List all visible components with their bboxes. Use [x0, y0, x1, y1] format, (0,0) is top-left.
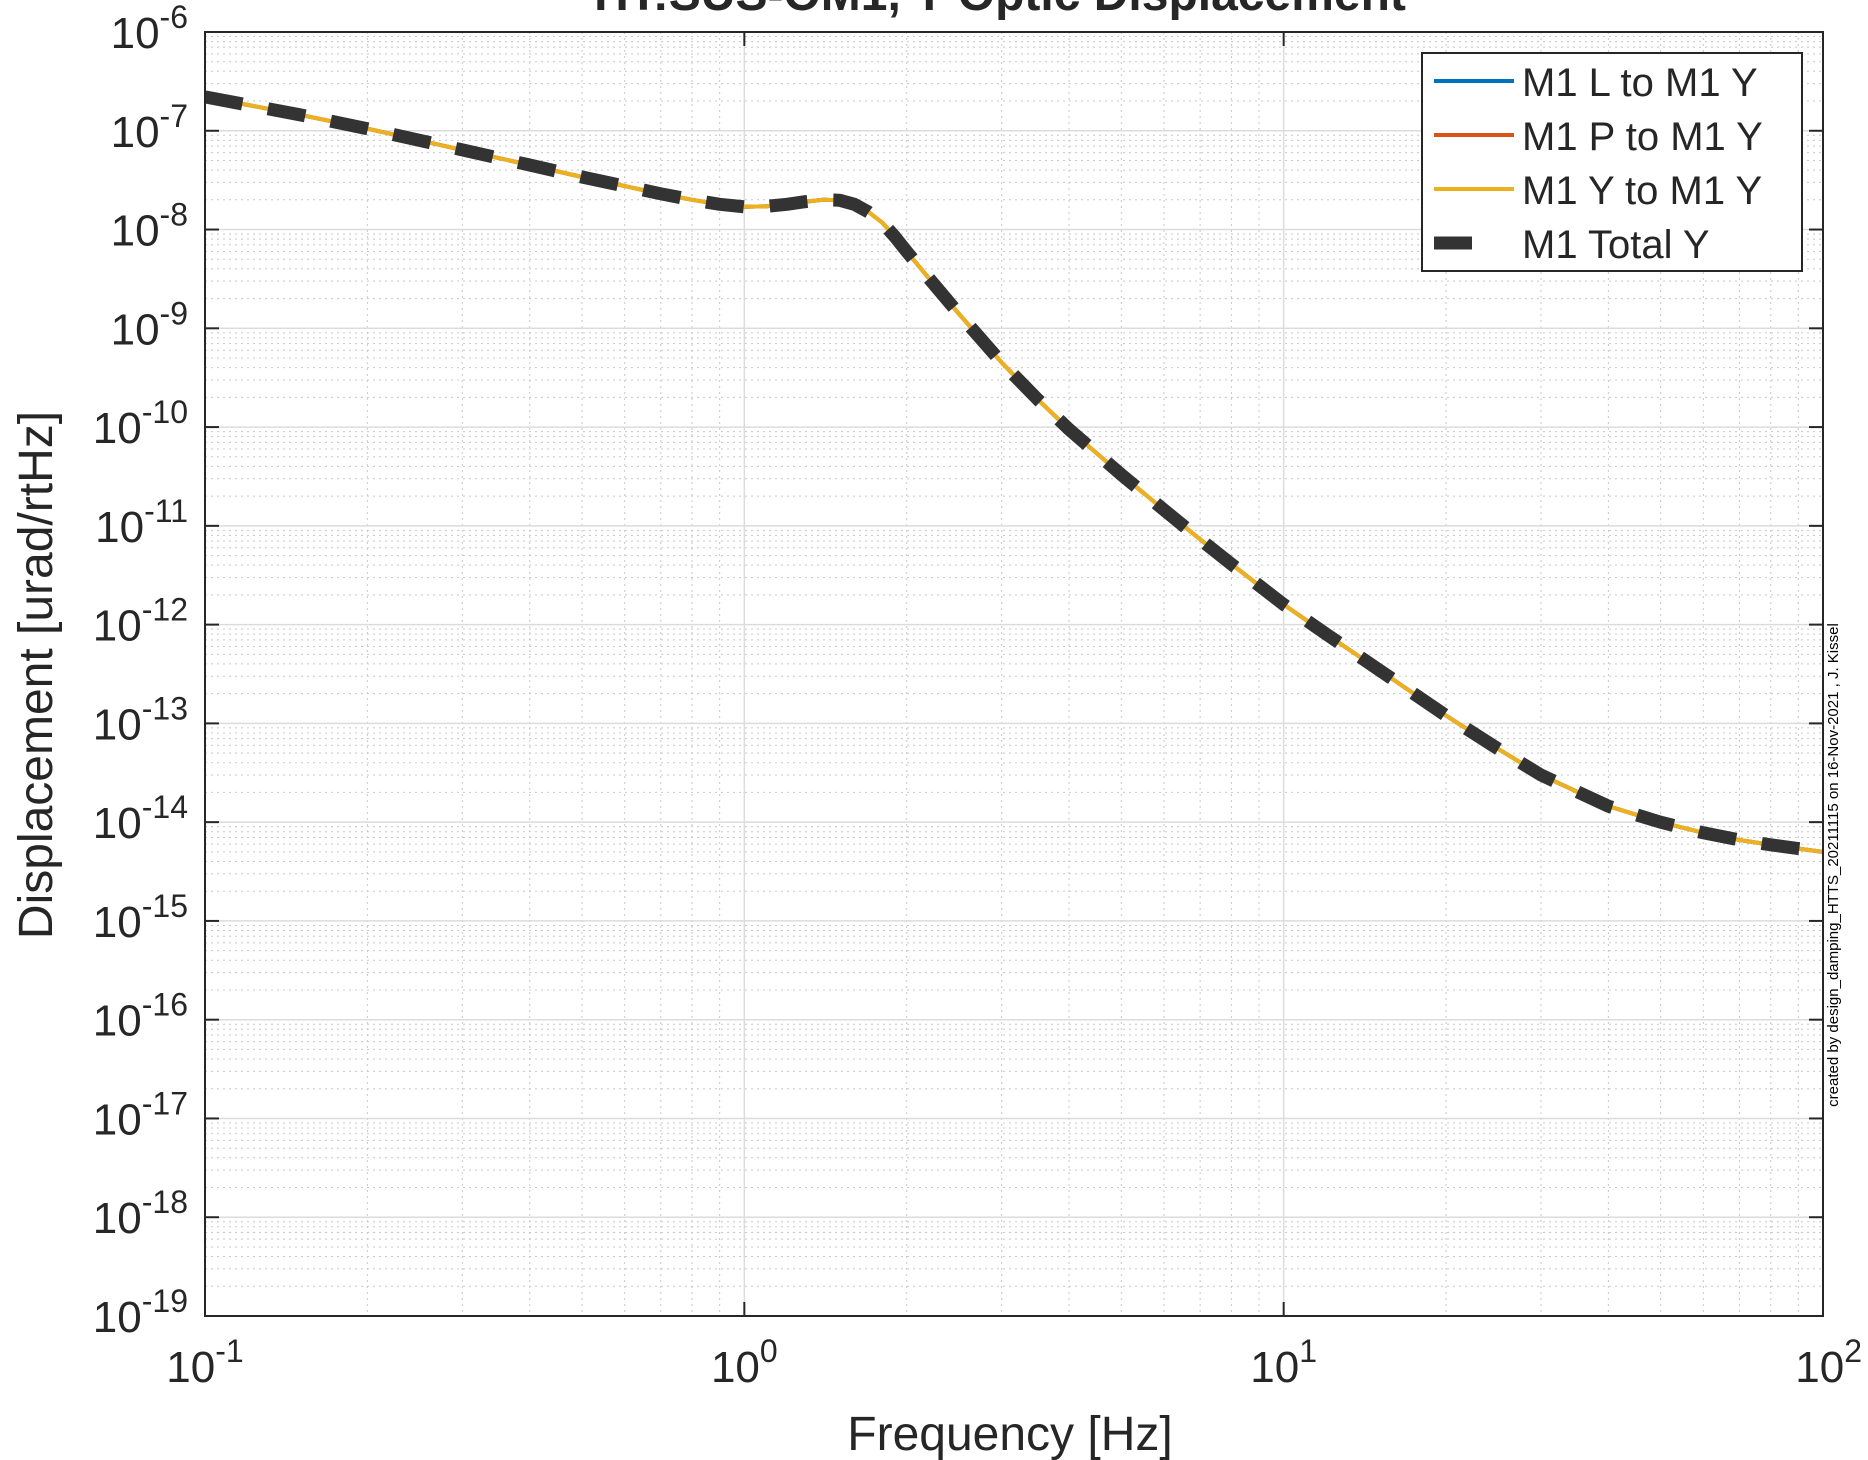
minor-grid [205, 32, 1823, 1316]
tick-label-exponent: -11 [144, 493, 188, 529]
tick-label-exponent: -14 [142, 789, 188, 825]
tick-label-exponent: -17 [142, 1085, 188, 1121]
tick-label-base: 10 [711, 1343, 760, 1392]
y-tick-labels: 10-610-710-810-910-1010-1110-1210-1310-1… [93, 0, 188, 1342]
tick-label-base: 10 [95, 503, 144, 552]
y-tick-label: 10-7 [111, 98, 188, 157]
tick-label-base: 10 [111, 108, 160, 157]
x-tick-label: 102 [1795, 1333, 1862, 1392]
tick-label-exponent: -1 [215, 1333, 243, 1369]
tick-label-base: 10 [111, 207, 160, 256]
tick-label-base: 10 [93, 799, 142, 848]
tick-label-base: 10 [93, 898, 142, 947]
tick-label-exponent: -16 [142, 987, 188, 1023]
tick-label-base: 10 [1250, 1343, 1299, 1392]
tick-label-base: 10 [1795, 1343, 1844, 1392]
tick-label-exponent: -13 [142, 690, 188, 726]
y-tick-label: 10-12 [93, 592, 188, 651]
tick-label-exponent: -18 [142, 1184, 188, 1220]
tick-label-base: 10 [111, 9, 160, 58]
axis-ticks [204, 31, 1824, 1317]
x-axis-label: Frequency [Hz] [847, 1408, 1172, 1460]
tick-label-exponent: -8 [160, 197, 188, 233]
y-tick-label: 10-13 [93, 690, 188, 749]
y-axis-label: Displacement [urad/rtHz] [10, 411, 63, 939]
x-tick-label: 10-1 [166, 1333, 243, 1392]
series-layer [205, 90, 1823, 859]
y-tick-label: 10-14 [93, 789, 188, 848]
legend-entry-label: M1 P to M1 Y [1522, 115, 1763, 159]
tick-label-exponent: -15 [142, 888, 188, 924]
y-tick-label: 10-9 [111, 295, 188, 354]
tick-label-exponent: -12 [142, 592, 188, 628]
legend-entry-label: M1 Total Y [1522, 223, 1710, 267]
legend-entry-label: M1 Y to M1 Y [1522, 169, 1762, 213]
tick-label-base: 10 [93, 1293, 142, 1342]
tick-label-base: 10 [93, 700, 142, 749]
tick-label-exponent: 2 [1844, 1333, 1862, 1369]
x-tick-labels: 10-1 100 101 102 [166, 1333, 1862, 1392]
y-tick-label: 10-10 [93, 394, 188, 453]
y-tick-label: 10-6 [111, 0, 188, 58]
legend: M1 L to M1 Y M1 P to M1 Y M1 Y to M1 Y M1 T… [1421, 52, 1803, 272]
series-line-m1-total-y [205, 90, 1823, 859]
tick-label-base: 10 [166, 1343, 215, 1392]
tick-label-base: 10 [93, 1095, 142, 1144]
tick-label-exponent: -9 [160, 295, 188, 331]
y-tick-label: 10-17 [93, 1085, 188, 1144]
tick-label-exponent: 1 [1299, 1333, 1317, 1369]
watermark-text: created by design_damping_HTTS_20211115 … [1825, 623, 1842, 1107]
tick-label-exponent: -10 [142, 394, 188, 430]
tick-label-base: 10 [93, 602, 142, 651]
y-tick-label: 10-15 [93, 888, 188, 947]
x-tick-label: 100 [711, 1333, 778, 1392]
y-tick-label: 10-8 [111, 197, 188, 256]
legend-entry-label: M1 L to M1 Y [1522, 61, 1758, 105]
tick-label-exponent: -6 [160, 0, 188, 35]
tick-label-base: 10 [93, 997, 142, 1046]
y-tick-label: 10-19 [93, 1283, 188, 1342]
tick-label-base: 10 [93, 1194, 142, 1243]
tick-label-exponent: -19 [142, 1283, 188, 1319]
legend-box [1421, 52, 1803, 272]
x-tick-label: 101 [1250, 1333, 1317, 1392]
y-tick-label: 10-16 [93, 987, 188, 1046]
chart-title: HT:SUS-OM1, Y Optic Displacement [594, 0, 1406, 21]
y-tick-label: 10-11 [95, 493, 188, 552]
tick-label-exponent: -7 [160, 98, 188, 134]
y-tick-label: 10-18 [93, 1184, 188, 1243]
tick-label-exponent: 0 [760, 1333, 778, 1369]
plot-frame [204, 31, 1824, 1317]
tick-label-base: 10 [93, 404, 142, 453]
tick-label-base: 10 [111, 305, 160, 354]
